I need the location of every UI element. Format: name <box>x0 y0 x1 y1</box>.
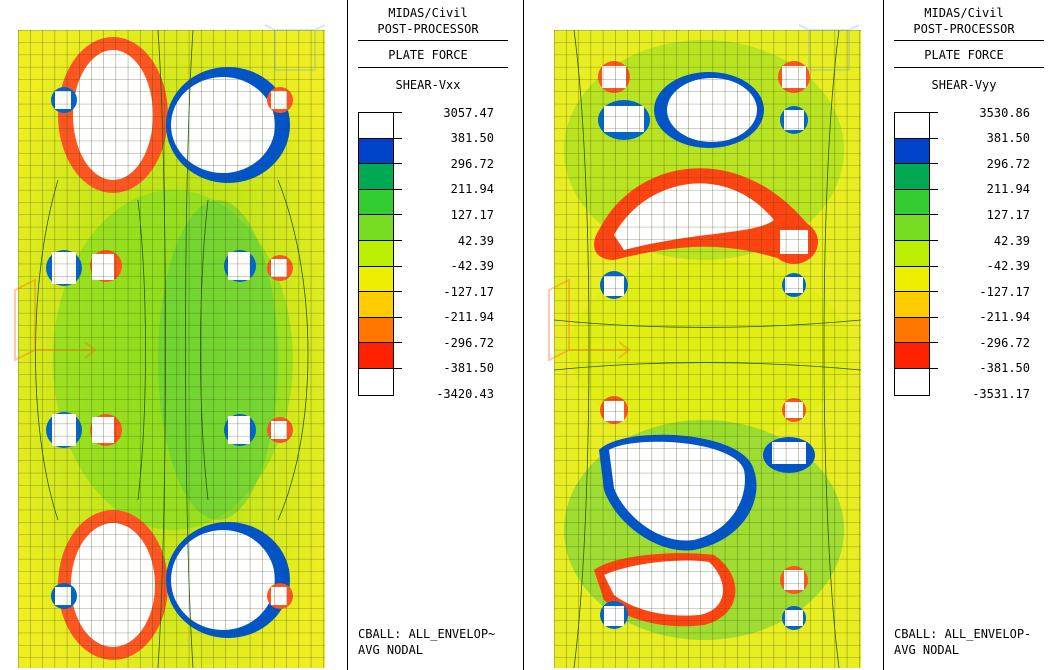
view-cube-icon[interactable] <box>789 20 869 80</box>
legend-avg-mode: AVG NODAL <box>358 643 424 657</box>
legend-label: -296.72 <box>979 336 1030 350</box>
legend-result-type: PLATE FORCE <box>924 48 1004 62</box>
legend-label: 296.72 <box>986 157 1030 171</box>
view-cube-icon[interactable] <box>255 20 335 80</box>
legend-vxx: MIDAS/Civil POST-PROCESSOR PLATE FORCE S… <box>348 0 508 670</box>
legend-label: 381.50 <box>986 131 1030 145</box>
legend-avg-mode: AVG NODAL <box>894 643 960 657</box>
legend-label: 381.50 <box>450 131 494 145</box>
gcs-axis-icon <box>539 270 634 365</box>
legend-min: -3531.17 <box>972 387 1030 401</box>
legend-label: -127.17 <box>979 285 1030 299</box>
legend-label: 296.72 <box>450 157 494 171</box>
legend-label: -211.94 <box>443 310 494 324</box>
legend-divider <box>347 0 348 670</box>
legend-label: -42.39 <box>450 259 494 273</box>
legend-label: 127.17 <box>986 208 1030 222</box>
panel-divider <box>523 0 524 670</box>
legend-rule <box>894 67 1044 68</box>
legend-title-1: MIDAS/Civil <box>924 6 1004 20</box>
legend-min: -3420.43 <box>436 387 494 401</box>
legend-vyy: MIDAS/Civil POST-PROCESSOR PLATE FORCE S… <box>884 0 1044 670</box>
legend-load-case: CBALL: ALL_ENVELOP- <box>894 627 1032 641</box>
legend-max: 3057.47 <box>443 106 494 120</box>
legend-label: 42.39 <box>457 234 494 248</box>
legend-rule <box>894 40 1044 41</box>
legend-label: 211.94 <box>450 182 494 196</box>
legend-label: -127.17 <box>443 285 494 299</box>
legend-label: -381.50 <box>979 361 1030 375</box>
legend-label: 42.39 <box>993 234 1030 248</box>
contour-plot-vxx <box>18 30 325 668</box>
legend-label: -381.50 <box>443 361 494 375</box>
legend-title-1: MIDAS/Civil <box>388 6 468 20</box>
legend-label: 211.94 <box>986 182 1030 196</box>
right-panel: MIDAS/Civil POST-PROCESSOR PLATE FORCE S… <box>527 0 1050 670</box>
legend-rule <box>358 40 508 41</box>
color-scale-bar <box>358 112 402 396</box>
legend-label: -296.72 <box>443 336 494 350</box>
gcs-axis-icon <box>5 270 100 365</box>
color-scale-bar <box>894 112 938 396</box>
contour-svg-vxx <box>18 30 325 668</box>
legend-label: 127.17 <box>450 208 494 222</box>
legend-rule <box>358 67 508 68</box>
legend-divider <box>883 0 884 670</box>
legend-load-case: CBALL: ALL_ENVELOP~ <box>358 627 496 641</box>
legend-max: 3530.86 <box>979 106 1030 120</box>
contour-svg-vyy <box>554 30 861 668</box>
legend-label: -211.94 <box>979 310 1030 324</box>
left-panel: MIDAS/Civil POST-PROCESSOR PLATE FORCE S… <box>5 0 524 670</box>
legend-component: SHEAR-Vxx <box>395 78 461 92</box>
legend-title-2: POST-PROCESSOR <box>913 22 1015 36</box>
legend-label: -42.39 <box>986 259 1030 273</box>
legend-result-type: PLATE FORCE <box>388 48 468 62</box>
contour-plot-vyy <box>554 30 861 668</box>
legend-title-2: POST-PROCESSOR <box>377 22 479 36</box>
legend-component: SHEAR-Vyy <box>931 78 997 92</box>
